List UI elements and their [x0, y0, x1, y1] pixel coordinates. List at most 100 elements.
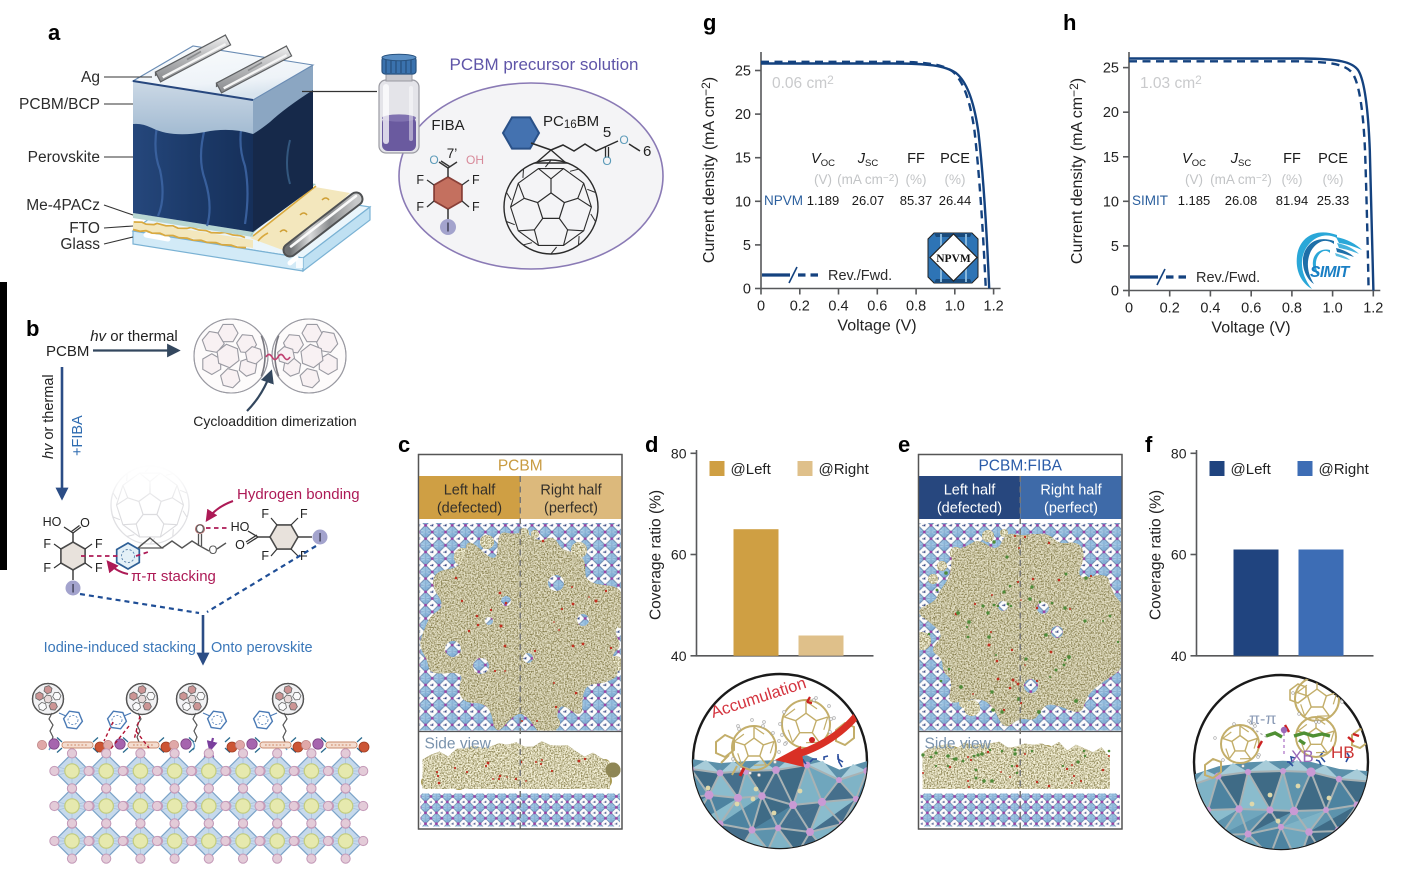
svg-text:PCBM precursor solution: PCBM precursor solution: [450, 55, 639, 74]
svg-text:FIBA: FIBA: [431, 117, 464, 134]
svg-text:0.8: 0.8: [1282, 301, 1302, 317]
svg-text:π-π stacking: π-π stacking: [131, 568, 216, 585]
svg-text:40: 40: [1171, 648, 1187, 664]
svg-text:O: O: [80, 516, 90, 530]
svg-text:FF: FF: [1283, 151, 1301, 167]
svg-text:FF: FF: [907, 151, 925, 167]
svg-text:Current density (mA cm−2): Current density (mA cm−2): [1067, 78, 1086, 264]
svg-text:NPVM: NPVM: [764, 193, 803, 208]
svg-text:1.0: 1.0: [945, 299, 965, 315]
svg-text:(%): (%): [945, 172, 966, 187]
svg-text:I: I: [318, 531, 321, 545]
svg-text:PCBM: PCBM: [46, 343, 89, 360]
svg-text:5: 5: [743, 238, 751, 254]
svg-text:1.03 cm2: 1.03 cm2: [1140, 73, 1202, 92]
svg-text:Voltage (V): Voltage (V): [1211, 320, 1290, 337]
svg-text:0: 0: [743, 282, 751, 298]
svg-text:1.185: 1.185: [1178, 193, 1211, 208]
svg-text:+FIBA: +FIBA: [70, 415, 86, 456]
svg-text:(mA cm−2): (mA cm−2): [837, 172, 899, 187]
svg-text:0.4: 0.4: [1200, 301, 1220, 317]
svg-text:(mA cm−2): (mA cm−2): [1210, 172, 1272, 187]
svg-text:hv or thermal: hv or thermal: [90, 328, 178, 345]
svg-text:Perovskite: Perovskite: [28, 149, 100, 166]
svg-text:@Right: @Right: [819, 461, 870, 478]
svg-text:F: F: [472, 173, 480, 187]
svg-text:O: O: [602, 154, 611, 168]
svg-text:5: 5: [603, 124, 611, 141]
svg-text:π-π: π-π: [1249, 711, 1276, 728]
svg-text:26.44: 26.44: [939, 193, 972, 208]
svg-text:6: 6: [643, 143, 651, 160]
svg-text:Iodine-induced stacking: Iodine-induced stacking: [44, 640, 196, 656]
svg-text:1.189: 1.189: [807, 193, 840, 208]
svg-text:SIMIT: SIMIT: [1132, 193, 1168, 208]
svg-text:0.2: 0.2: [1160, 301, 1180, 317]
svg-text:1.2: 1.2: [984, 299, 1004, 315]
svg-text:Right half: Right half: [1040, 483, 1102, 499]
svg-text:VOC: VOC: [1182, 151, 1206, 169]
svg-text:Voltage (V): Voltage (V): [837, 318, 916, 335]
svg-text:Ag: Ag: [81, 69, 100, 86]
svg-text:PC16BM: PC16BM: [543, 113, 599, 131]
svg-text:F: F: [95, 537, 103, 551]
svg-text:F: F: [416, 173, 424, 187]
svg-text:HO: HO: [43, 515, 62, 529]
svg-text:(defected): (defected): [937, 501, 1002, 517]
svg-text:(V): (V): [814, 172, 832, 187]
svg-text:F: F: [261, 507, 269, 521]
svg-text:0.8: 0.8: [906, 299, 926, 315]
svg-text:SIMIT: SIMIT: [1310, 264, 1351, 281]
svg-text:25: 25: [1103, 61, 1119, 77]
svg-text:Rev./Fwd.: Rev./Fwd.: [828, 268, 892, 284]
svg-text:0: 0: [1111, 284, 1119, 300]
svg-text:15: 15: [735, 151, 751, 167]
svg-text:(perfect): (perfect): [1044, 501, 1098, 517]
svg-text:25: 25: [735, 64, 751, 80]
svg-text:Glass: Glass: [60, 236, 100, 253]
svg-text:Coverage ratio (%): Coverage ratio (%): [1148, 490, 1165, 620]
svg-text:(%): (%): [1282, 172, 1303, 187]
svg-text:Side view: Side view: [925, 736, 992, 753]
svg-text:Hydrogen bonding: Hydrogen bonding: [237, 486, 360, 503]
svg-text:15: 15: [1103, 150, 1119, 166]
svg-text:0.4: 0.4: [828, 299, 848, 315]
svg-text:26.07: 26.07: [852, 193, 885, 208]
svg-text:0.6: 0.6: [867, 299, 887, 315]
svg-text:(%): (%): [1323, 172, 1344, 187]
svg-text:hv or thermal: hv or thermal: [41, 374, 57, 459]
svg-text:f: f: [1145, 432, 1153, 457]
svg-text:g: g: [703, 10, 716, 35]
svg-text:80: 80: [1171, 445, 1187, 461]
svg-text:h: h: [1063, 10, 1076, 35]
svg-text:60: 60: [1171, 547, 1187, 563]
svg-text:60: 60: [671, 547, 687, 563]
svg-text:0: 0: [1125, 301, 1133, 317]
svg-text:0.6: 0.6: [1241, 301, 1261, 317]
svg-text:PCBM/BCP: PCBM/BCP: [19, 96, 100, 113]
svg-text:O: O: [619, 133, 628, 147]
svg-text:JSC: JSC: [857, 151, 879, 169]
svg-text:OH: OH: [466, 153, 484, 167]
svg-text:O: O: [235, 538, 245, 552]
svg-text:PCBM:FIBA: PCBM:FIBA: [978, 458, 1062, 475]
svg-text:I: I: [446, 221, 449, 235]
svg-text:F: F: [43, 537, 51, 551]
svg-text:20: 20: [1103, 105, 1119, 121]
svg-text:F: F: [43, 561, 51, 575]
svg-text:80: 80: [671, 445, 687, 461]
svg-text:PCBM: PCBM: [498, 458, 543, 475]
svg-text:@Left: @Left: [1231, 461, 1272, 478]
svg-text:O: O: [429, 153, 438, 167]
svg-text:e: e: [898, 432, 910, 457]
svg-text:d: d: [645, 432, 658, 457]
svg-text:FTO: FTO: [69, 220, 100, 237]
svg-text:@Right: @Right: [1319, 461, 1370, 478]
svg-text:(perfect): (perfect): [544, 501, 598, 517]
svg-text:Left half: Left half: [944, 483, 997, 499]
svg-text:25.33: 25.33: [1317, 193, 1350, 208]
svg-text:(defected): (defected): [437, 501, 502, 517]
svg-text:NPVM: NPVM: [936, 253, 971, 265]
svg-text:F: F: [95, 561, 103, 575]
svg-text:Side view: Side view: [425, 736, 492, 753]
